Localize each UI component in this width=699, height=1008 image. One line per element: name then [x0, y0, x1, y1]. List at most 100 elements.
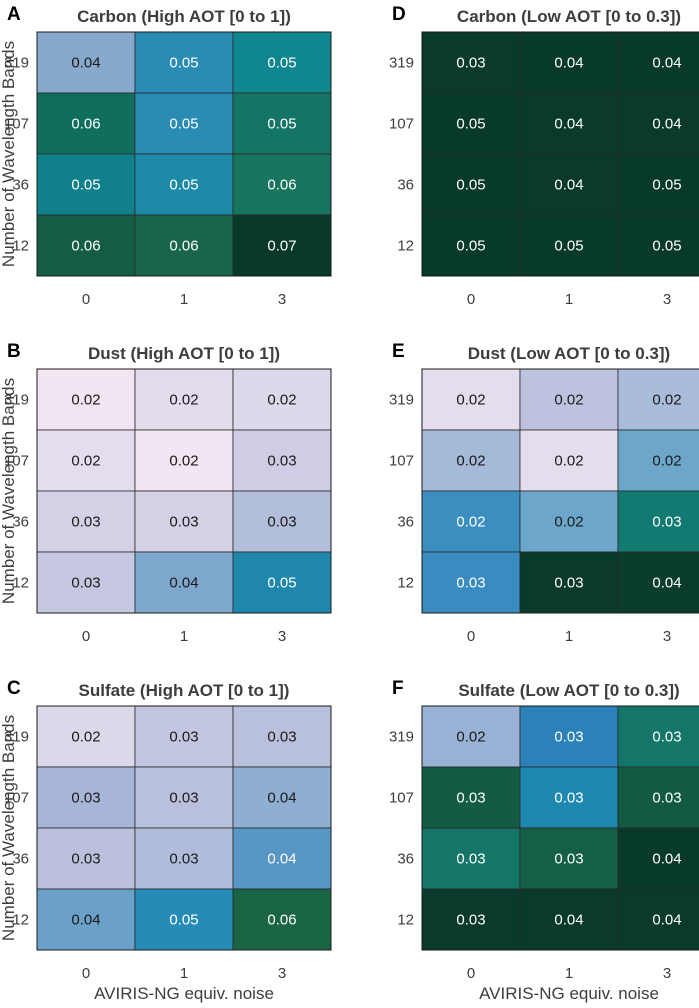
heatmap-cell-f-1-2: [617, 766, 699, 829]
y-axis-label: Number of Wavelength Bands: [0, 715, 18, 941]
heatmap-border-c: [36, 705, 332, 951]
cell-value-label: 0.02: [554, 392, 583, 409]
heatmap-cell-b-3-2: [232, 551, 332, 614]
y-axis-label: Number of Wavelength Bands: [0, 41, 18, 267]
cell-value-label: 0.04: [652, 116, 681, 133]
panel-letter-a: A: [7, 4, 21, 25]
panel-title-d: Carbon (Low AOT [0 to 0.3]): [457, 7, 681, 26]
cell-value-label: 0.05: [456, 238, 485, 255]
cell-value-label: 0.03: [456, 851, 485, 868]
heatmap-cell-c-3-2: [232, 888, 332, 951]
cell-value-label: 0.05: [456, 116, 485, 133]
heatmap-cell-e-2-2: [617, 490, 699, 553]
heatmap-cell-c-1-1: [134, 766, 234, 829]
x-tick-label: 0: [467, 291, 475, 308]
heatmap-cell-a-1-2: [232, 92, 332, 155]
y-axis-label: Number of Wavelength Bands: [0, 378, 18, 604]
cell-value-label: 0.02: [456, 729, 485, 746]
cell-value-label: 0.03: [652, 790, 681, 807]
cell-value-label: 0.03: [652, 729, 681, 746]
heatmap-cell-c-1-0: [36, 766, 136, 829]
cell-value-label: 0.03: [554, 790, 583, 807]
heatmap-cell-a-0-1: [134, 31, 234, 94]
x-tick-label: 1: [565, 291, 573, 308]
cell-value-label: 0.03: [169, 514, 198, 531]
panel-letter-c: C: [7, 678, 21, 699]
cell-value-label: 0.04: [554, 116, 583, 133]
heatmap-cell-e-3-2: [617, 551, 699, 614]
cell-value-label: 0.05: [652, 177, 681, 194]
cell-value-label: 0.05: [169, 116, 198, 133]
cell-value-label: 0.05: [554, 238, 583, 255]
y-tick-label: 12: [397, 238, 414, 255]
heatmap-cell-b-1-0: [36, 429, 136, 492]
heatmap-cell-a-2-1: [134, 153, 234, 216]
cell-value-label: 0.03: [169, 851, 198, 868]
cell-value-label: 0.05: [169, 177, 198, 194]
heatmap-cell-c-0-2: [232, 705, 332, 768]
heatmap-cell-d-2-1: [519, 153, 619, 216]
cell-value-label: 0.05: [169, 55, 198, 72]
heatmap-cell-d-3-1: [519, 214, 619, 277]
y-tick-label: 12: [397, 575, 414, 592]
cell-value-label: 0.02: [71, 392, 100, 409]
y-tick-label: 36: [12, 851, 29, 868]
heatmap-cell-c-0-1: [134, 705, 234, 768]
cell-value-label: 0.06: [267, 177, 296, 194]
heatmap-cell-c-3-0: [36, 888, 136, 951]
cell-value-label: 0.04: [267, 851, 296, 868]
panel-title-e: Dust (Low AOT [0 to 0.3]): [468, 344, 670, 363]
panel-title-b: Dust (High AOT [0 to 1]): [88, 344, 280, 363]
heatmap-cell-f-0-1: [519, 705, 619, 768]
heatmap-cell-c-1-2: [232, 766, 332, 829]
y-tick-label: 319: [4, 392, 29, 409]
cell-value-label: 0.06: [71, 116, 100, 133]
cell-value-label: 0.03: [554, 575, 583, 592]
cell-value-label: 0.04: [652, 851, 681, 868]
x-tick-label: 1: [565, 965, 573, 982]
x-tick-label: 3: [278, 628, 286, 645]
cell-value-label: 0.04: [267, 790, 296, 807]
heatmap-cell-e-2-0: [421, 490, 521, 553]
cell-value-label: 0.05: [71, 177, 100, 194]
heatmap-cell-f-0-2: [617, 705, 699, 768]
heatmap-border-e: [421, 368, 699, 614]
heatmap-cell-e-3-1: [519, 551, 619, 614]
y-tick-label: 12: [397, 912, 414, 929]
cell-value-label: 0.03: [267, 453, 296, 470]
cell-value-label: 0.03: [71, 790, 100, 807]
cell-value-label: 0.04: [71, 912, 100, 929]
cell-value-label: 0.03: [456, 575, 485, 592]
x-tick-label: 0: [82, 965, 90, 982]
cell-value-label: 0.02: [456, 453, 485, 470]
x-tick-label: 3: [663, 628, 671, 645]
x-axis-label: AVIRIS-NG equiv. noise: [94, 984, 274, 1003]
x-tick-label: 0: [467, 628, 475, 645]
cell-value-label: 0.03: [267, 729, 296, 746]
cell-value-label: 0.05: [267, 55, 296, 72]
heatmap-cell-e-0-1: [519, 368, 619, 431]
y-tick-label: 319: [4, 729, 29, 746]
heatmap-cell-f-2-2: [617, 827, 699, 890]
heatmap-cell-c-3-1: [134, 888, 234, 951]
cell-value-label: 0.03: [169, 790, 198, 807]
x-tick-label: 1: [565, 628, 573, 645]
cell-value-label: 0.04: [652, 912, 681, 929]
heatmap-cell-d-0-0: [421, 31, 521, 94]
x-tick-label: 0: [82, 628, 90, 645]
heatmap-cell-d-2-0: [421, 153, 521, 216]
x-tick-label: 3: [663, 965, 671, 982]
heatmap-cell-b-0-2: [232, 368, 332, 431]
y-tick-label: 12: [12, 912, 29, 929]
y-tick-label: 36: [397, 851, 414, 868]
heatmap-cell-b-0-0: [36, 368, 136, 431]
x-tick-label: 3: [278, 965, 286, 982]
heatmap-cell-e-1-1: [519, 429, 619, 492]
cell-value-label: 0.03: [456, 912, 485, 929]
heatmap-border-d: [421, 31, 699, 277]
y-tick-label: 107: [4, 116, 29, 133]
panel-letter-b: B: [7, 341, 21, 362]
panel-title-c: Sulfate (High AOT [0 to 1]): [79, 681, 290, 700]
panel-title-a: Carbon (High AOT [0 to 1]): [77, 7, 291, 26]
x-tick-label: 0: [467, 965, 475, 982]
